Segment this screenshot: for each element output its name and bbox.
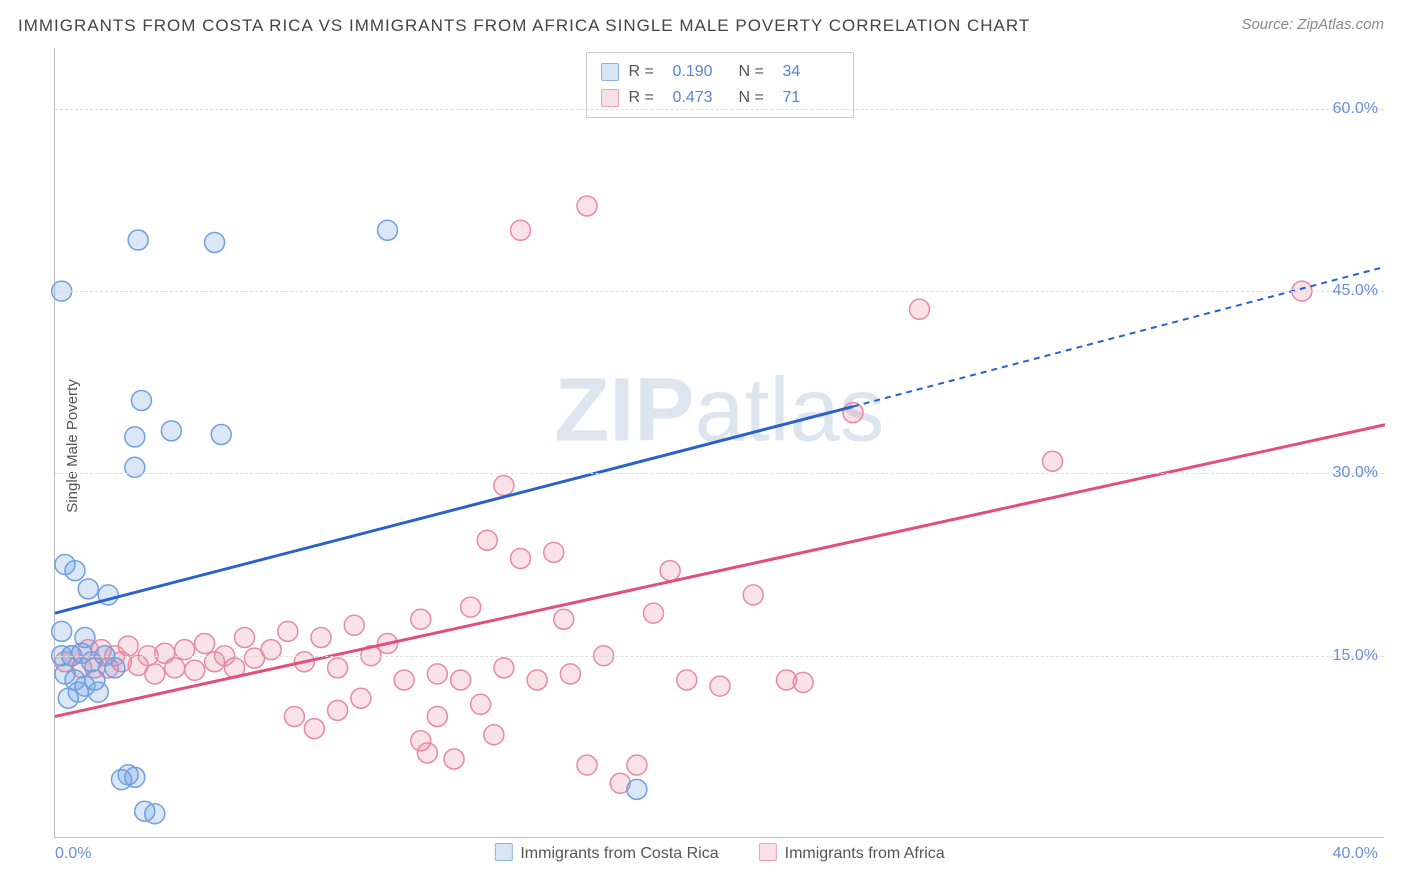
scatter-point — [471, 694, 491, 714]
scatter-point — [910, 299, 930, 319]
scatter-point — [644, 603, 664, 623]
trendline-a-extrap — [853, 267, 1385, 407]
scatter-point — [394, 670, 414, 690]
scatter-point — [511, 548, 531, 568]
scatter-point — [477, 530, 497, 550]
scatter-point — [112, 770, 132, 790]
scatter-point — [125, 427, 145, 447]
scatter-point — [75, 627, 95, 647]
scatter-point — [677, 670, 697, 690]
legend-swatch-b2 — [759, 843, 777, 861]
chart-svg — [55, 48, 1384, 837]
x-tick-max: 40.0% — [1333, 845, 1378, 863]
scatter-point — [344, 615, 364, 635]
legend-swatch-b — [601, 89, 619, 107]
gridline — [55, 656, 1384, 657]
chart-container: IMMIGRANTS FROM COSTA RICA VS IMMIGRANTS… — [0, 0, 1406, 892]
scatter-point — [205, 232, 225, 252]
scatter-point — [131, 390, 151, 410]
legend-row-b: R = 0.473 N = 71 — [601, 85, 839, 111]
scatter-point — [78, 579, 98, 599]
scatter-point — [311, 627, 331, 647]
y-tick-label: 45.0% — [1333, 282, 1378, 300]
scatter-point — [417, 743, 437, 763]
scatter-point — [328, 658, 348, 678]
scatter-point — [627, 779, 647, 799]
plot-area: ZIPatlas R = 0.190 N = 34 R = 0.473 N = … — [54, 48, 1384, 838]
y-tick-label: 15.0% — [1333, 647, 1378, 665]
scatter-point — [185, 660, 205, 680]
legend-item-a: Immigrants from Costa Rica — [494, 843, 718, 863]
legend-swatch-a — [601, 63, 619, 81]
scatter-point — [145, 804, 165, 824]
scatter-point — [284, 706, 304, 726]
gridline — [55, 473, 1384, 474]
scatter-point — [793, 672, 813, 692]
trendline-b — [55, 425, 1385, 717]
scatter-point — [118, 636, 138, 656]
scatter-point — [710, 676, 730, 696]
scatter-point — [145, 664, 165, 684]
scatter-point — [494, 476, 514, 496]
scatter-point — [577, 755, 597, 775]
scatter-point — [577, 196, 597, 216]
scatter-point — [427, 706, 447, 726]
legend-row-a: R = 0.190 N = 34 — [601, 59, 839, 85]
scatter-point — [544, 542, 564, 562]
scatter-point — [660, 561, 680, 581]
scatter-point — [484, 725, 504, 745]
y-tick-label: 30.0% — [1333, 464, 1378, 482]
scatter-point — [627, 755, 647, 775]
scatter-point — [195, 634, 215, 654]
scatter-point — [105, 658, 125, 678]
scatter-point — [278, 621, 298, 641]
scatter-point — [88, 682, 108, 702]
scatter-point — [52, 621, 72, 641]
scatter-point — [494, 658, 514, 678]
legend-item-b: Immigrants from Africa — [759, 843, 945, 863]
legend-series: Immigrants from Costa Rica Immigrants fr… — [494, 843, 944, 863]
source-attribution: Source: ZipAtlas.com — [1241, 16, 1384, 33]
scatter-point — [304, 719, 324, 739]
scatter-point — [128, 230, 148, 250]
scatter-point — [560, 664, 580, 684]
chart-title: IMMIGRANTS FROM COSTA RICA VS IMMIGRANTS… — [18, 16, 1030, 36]
scatter-point — [444, 749, 464, 769]
gridline — [55, 109, 1384, 110]
scatter-point — [511, 220, 531, 240]
x-tick-min: 0.0% — [55, 845, 91, 863]
gridline — [55, 291, 1384, 292]
scatter-point — [411, 609, 431, 629]
scatter-point — [461, 597, 481, 617]
scatter-point — [451, 670, 471, 690]
y-tick-label: 60.0% — [1333, 100, 1378, 118]
scatter-point — [211, 424, 231, 444]
scatter-point — [554, 609, 574, 629]
scatter-point — [235, 627, 255, 647]
scatter-point — [165, 658, 185, 678]
scatter-point — [161, 421, 181, 441]
scatter-point — [328, 700, 348, 720]
scatter-point — [743, 585, 763, 605]
scatter-point — [65, 561, 85, 581]
scatter-point — [527, 670, 547, 690]
scatter-point — [351, 688, 371, 708]
scatter-point — [378, 220, 398, 240]
scatter-point — [427, 664, 447, 684]
legend-swatch-a2 — [494, 843, 512, 861]
scatter-point — [1043, 451, 1063, 471]
scatter-point — [68, 682, 88, 702]
